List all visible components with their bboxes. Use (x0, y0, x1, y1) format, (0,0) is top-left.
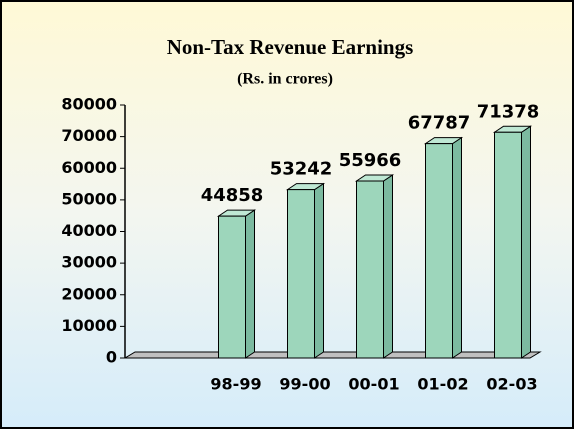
y-tick-label: 40000 (61, 221, 117, 240)
bar-side (314, 182, 324, 359)
y-tick-label: 80000 (61, 95, 117, 114)
bar-side (452, 136, 462, 359)
value-label: 55966 (339, 150, 402, 171)
value-label: 44858 (201, 185, 264, 206)
x-tick-label: 98-99 (210, 375, 261, 394)
value-label: 71378 (477, 101, 540, 122)
y-tick-label: 0 (106, 348, 117, 367)
y-tick-label: 10000 (61, 316, 117, 335)
bar (356, 180, 384, 359)
bar (218, 215, 246, 359)
floor (123, 351, 542, 359)
x-tick-label: 00-01 (348, 375, 399, 394)
bar-side (245, 209, 255, 359)
y-tick-label: 30000 (61, 253, 117, 272)
y-tick-label: 50000 (61, 189, 117, 208)
y-tick-label: 70000 (61, 126, 117, 145)
x-tick-label: 02-03 (486, 375, 537, 394)
y-tick-label: 20000 (61, 284, 117, 303)
chart-subtitle: (Rs. in crores) (237, 71, 333, 88)
value-label: 67787 (408, 113, 471, 134)
bar (287, 189, 315, 359)
x-tick-label: 99-00 (279, 375, 330, 394)
bar-side (383, 174, 393, 359)
bar (494, 131, 522, 359)
y-tick-label: 60000 (61, 158, 117, 177)
x-tick-label: 01-02 (417, 375, 468, 394)
bar (425, 143, 453, 359)
value-label: 53242 (270, 159, 333, 180)
chart-title: Non-Tax Revenue Earnings (167, 35, 414, 59)
bar-side (521, 125, 531, 359)
